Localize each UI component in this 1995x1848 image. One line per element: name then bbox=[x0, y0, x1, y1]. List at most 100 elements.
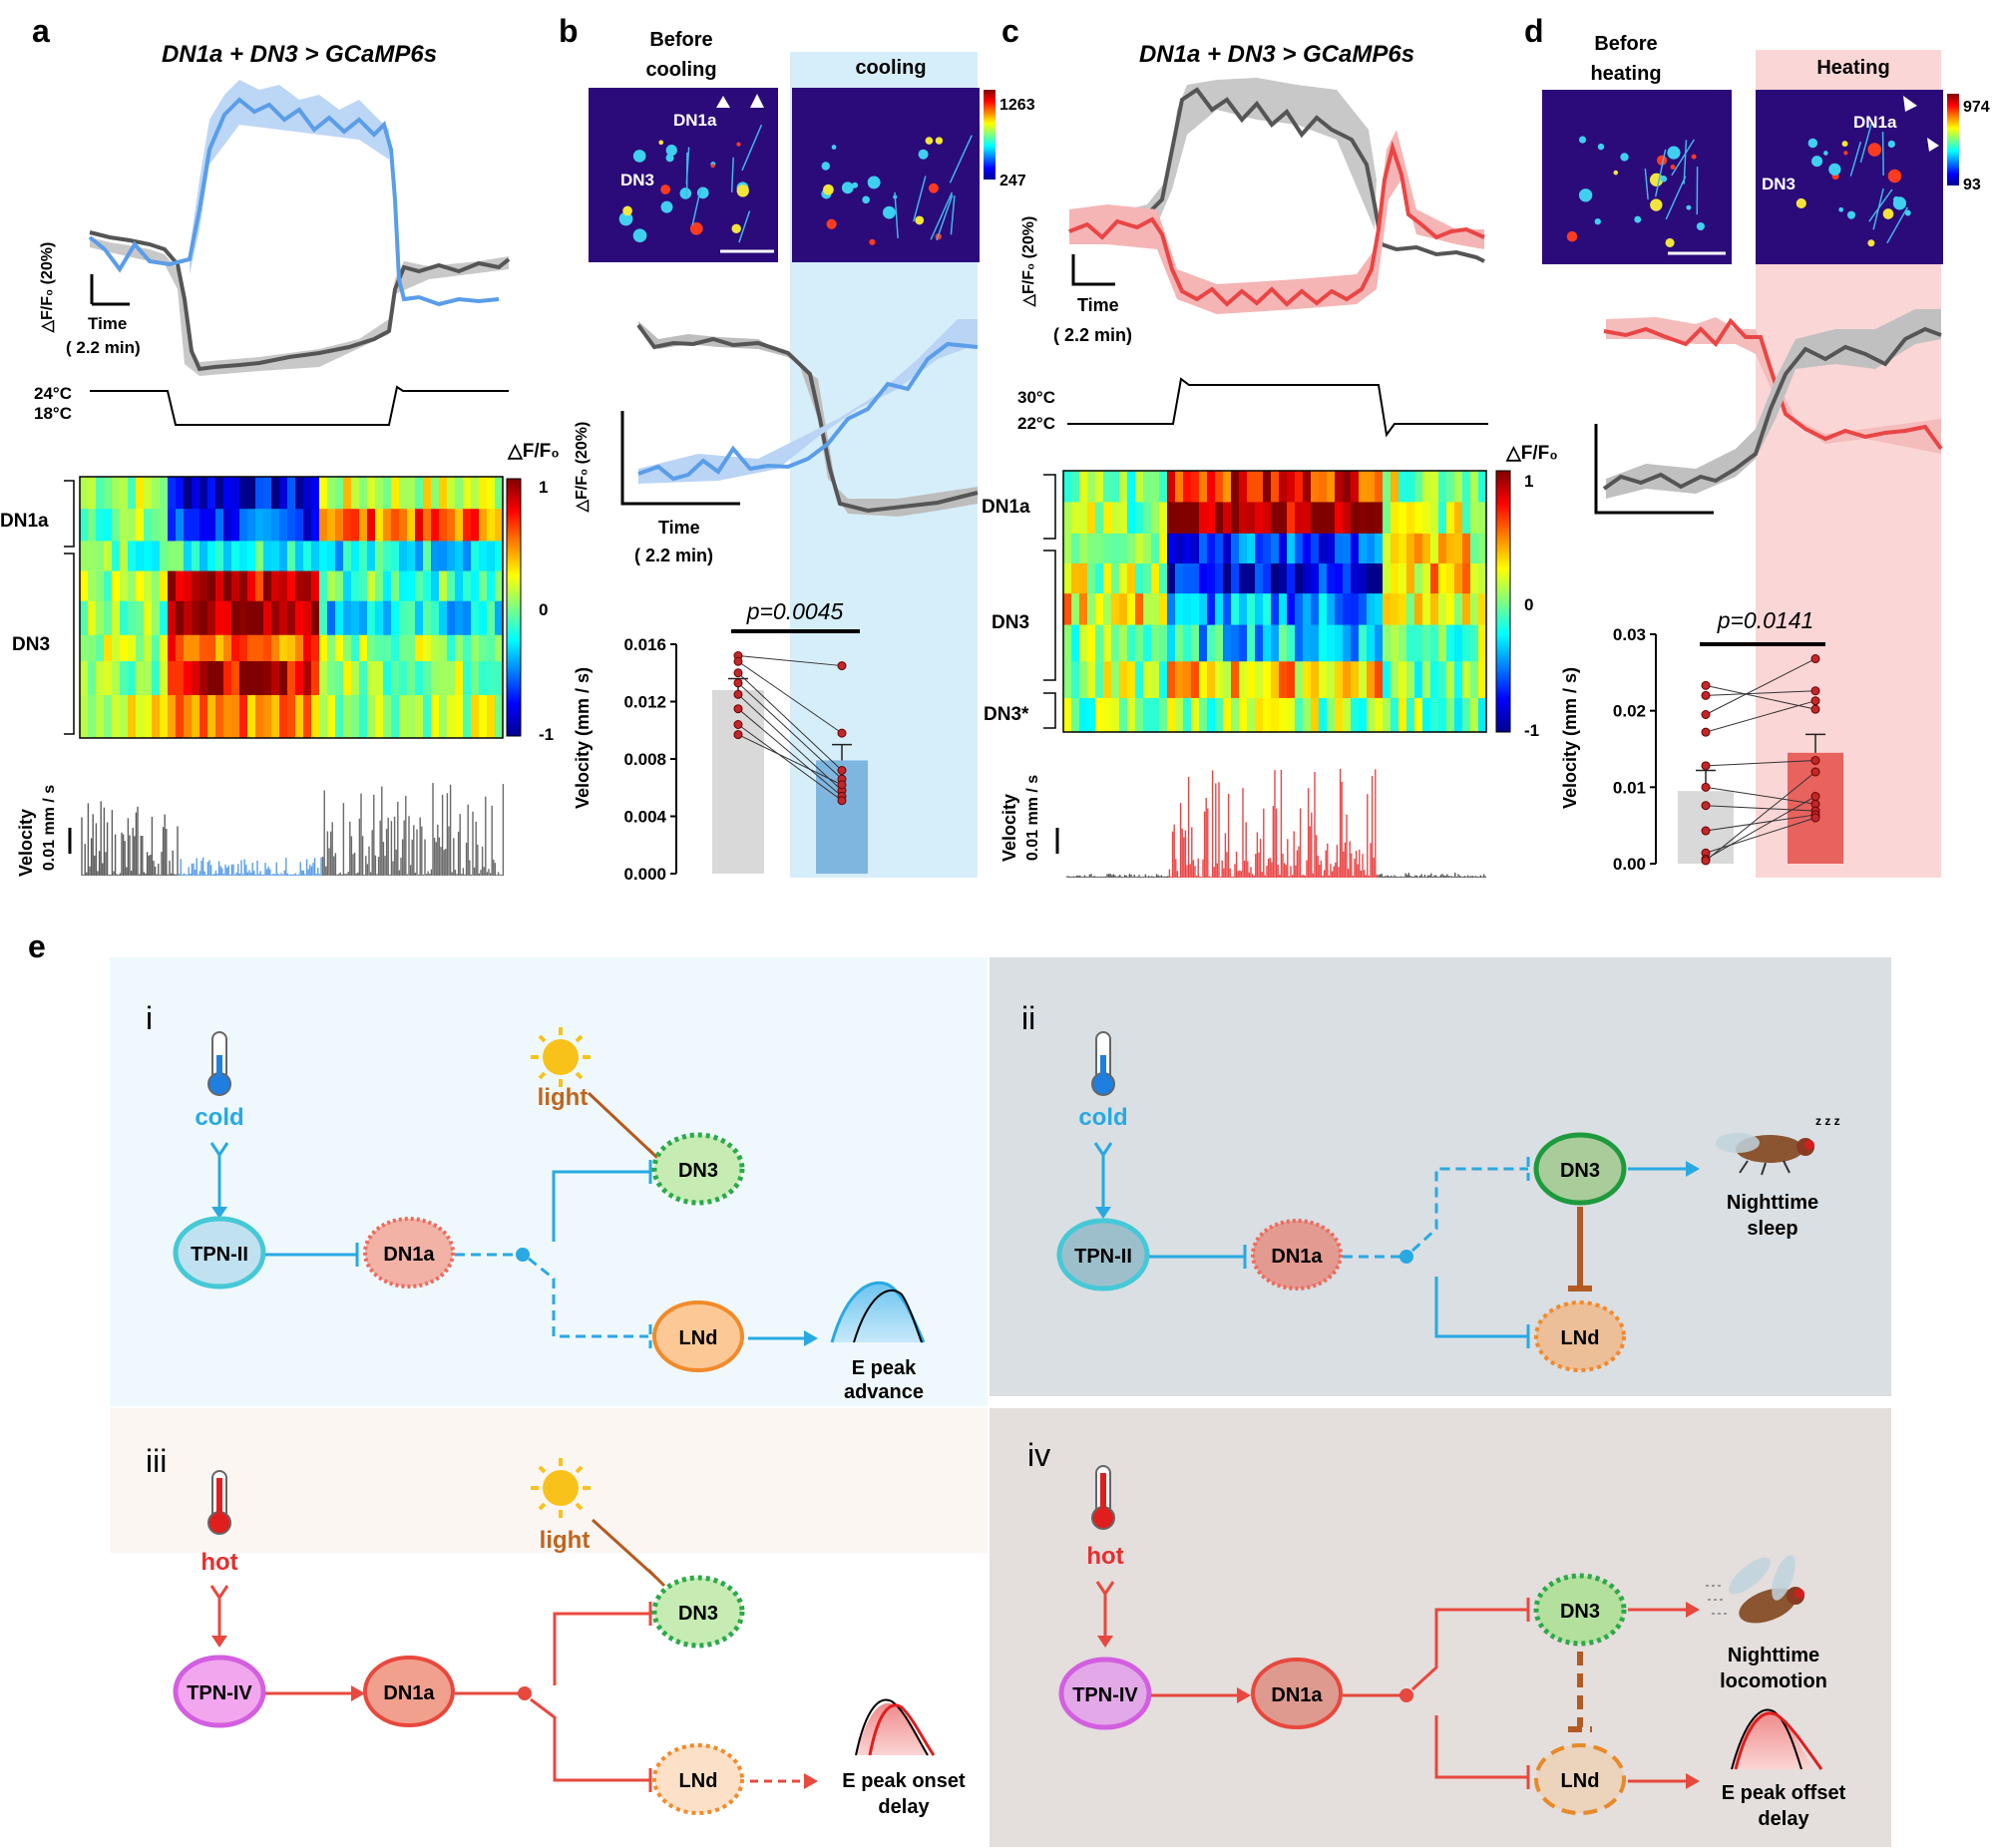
heatmap-c-cell bbox=[1159, 661, 1168, 699]
heatmap-a-cell bbox=[136, 600, 145, 636]
heatmap-a-cell bbox=[367, 509, 376, 543]
heatmap-a-cell bbox=[287, 660, 296, 696]
panel-d-image-heating bbox=[1756, 90, 1943, 264]
sub-i-dn1a-label: DN1a bbox=[383, 1244, 435, 1266]
heatmap-c-cell bbox=[1071, 533, 1080, 564]
heatmap-c-cell bbox=[1079, 624, 1088, 662]
heatmap-c-cell bbox=[1135, 661, 1144, 699]
imaging-cell bbox=[918, 149, 929, 160]
heatmap-c-cell bbox=[1327, 593, 1336, 626]
imaging-cell bbox=[660, 200, 673, 213]
heatmap-c-cell bbox=[1478, 593, 1487, 626]
heatmap-c-cell bbox=[1135, 563, 1144, 594]
heatmap-c-cell bbox=[1438, 593, 1447, 626]
panel-c-bracket-dn3 bbox=[1043, 550, 1056, 681]
heatmap-a-cell bbox=[391, 570, 400, 602]
imaging-cell bbox=[867, 176, 881, 189]
panel-a-temp-high: 24°C bbox=[34, 384, 72, 403]
heatmap-a-cell bbox=[112, 477, 121, 510]
heatmap-c-cell bbox=[1247, 563, 1256, 594]
heatmap-c-cell bbox=[1207, 593, 1216, 626]
heatmap-c-cell bbox=[1119, 533, 1128, 564]
heatmap-a-cell bbox=[319, 477, 328, 510]
heatmap-c-cell bbox=[1454, 533, 1463, 564]
heatmap-a-cell bbox=[463, 570, 472, 602]
paired-line bbox=[1705, 690, 1816, 696]
subpanel-i: i cold light TPN-II DN1a DN3 LNd bbox=[146, 1000, 926, 1403]
heatmap-a-cell bbox=[80, 477, 89, 510]
paired-line bbox=[1705, 684, 1816, 710]
heatmap-c-cell bbox=[1135, 593, 1144, 626]
heatmap-c-cell bbox=[1255, 697, 1264, 733]
heatmap-a-cell bbox=[112, 509, 121, 543]
heatmap-a-cell bbox=[359, 634, 368, 662]
heatmap-c-cell bbox=[1079, 533, 1088, 564]
panel-d-bar-chart: 0.03 0.02 0.01 0.00 bbox=[1613, 625, 1843, 874]
heatmap-a-cell bbox=[431, 634, 440, 662]
panel-a-row-dn3: DN3 bbox=[12, 634, 50, 655]
heatmap-c-cell bbox=[1103, 563, 1112, 594]
heatmap-a-cell bbox=[207, 477, 216, 510]
heatmap-c-cell bbox=[1223, 471, 1232, 504]
heatmap-a-cell bbox=[128, 541, 137, 572]
sub-i-junction bbox=[516, 1248, 530, 1262]
heatmap-a-cell bbox=[287, 477, 296, 510]
heatmap-a-cell bbox=[120, 541, 129, 572]
heatmap-a-cell bbox=[415, 634, 424, 662]
heatmap-c-cell bbox=[1398, 624, 1407, 662]
heatmap-c-cell bbox=[1375, 624, 1384, 662]
heatmap-c-cell bbox=[1199, 502, 1208, 535]
sub-iv-thermometer-icon bbox=[1091, 1465, 1115, 1530]
heatmap-a-cell bbox=[207, 600, 216, 636]
sub-iv-flying-fly-icon bbox=[1706, 1555, 1804, 1624]
heatmap-c-cell bbox=[1470, 697, 1479, 733]
heatmap-a-cell bbox=[311, 660, 320, 696]
heatmap-c-cell bbox=[1367, 471, 1376, 504]
heatmap-c-cell bbox=[1383, 533, 1392, 564]
heatmap-c-cell bbox=[1398, 697, 1407, 733]
heatmap-c-cell bbox=[1135, 697, 1144, 733]
imaging-cell bbox=[1594, 217, 1601, 225]
heatmap-c-cell bbox=[1343, 697, 1352, 733]
heatmap-c-cell bbox=[1151, 661, 1160, 699]
heatmap-a-cell bbox=[128, 477, 137, 510]
heatmap-c-cell bbox=[1111, 563, 1120, 594]
heatmap-a-cell bbox=[271, 634, 280, 662]
heatmap-a-cell bbox=[303, 570, 312, 602]
heatmap-a-cell bbox=[80, 570, 89, 602]
heatmap-a-cell bbox=[415, 695, 424, 738]
heatmap-a-cell bbox=[215, 570, 224, 602]
heatmap-a-cell bbox=[160, 541, 169, 572]
imaging-cell bbox=[1578, 188, 1593, 202]
heatmap-a-cell bbox=[255, 634, 264, 662]
imaging-cell bbox=[658, 140, 664, 146]
sub-iv-background bbox=[990, 1408, 1891, 1847]
heatmap-a-cell bbox=[184, 600, 193, 636]
heatmap-a-cell bbox=[407, 634, 416, 662]
heatmap-c-cell bbox=[1095, 697, 1104, 733]
heatmap-c-cell bbox=[1406, 697, 1415, 733]
heatmap-a-cell bbox=[88, 634, 97, 662]
heatmap-a-cell bbox=[303, 695, 312, 738]
heatmap-a-cell bbox=[343, 570, 352, 602]
imaging-cell bbox=[618, 211, 633, 226]
panel-b-cells bbox=[618, 124, 973, 245]
heatmap-a-cell bbox=[104, 509, 113, 543]
heatmap-c-cell bbox=[1319, 533, 1328, 564]
heatmap-a-cell bbox=[463, 660, 472, 696]
panel-d-scalebar bbox=[1594, 424, 1714, 515]
heatmap-c-cell bbox=[1295, 471, 1304, 504]
heatmap-c-cell bbox=[1279, 624, 1288, 662]
heatmap-a-cell bbox=[487, 634, 496, 662]
panel-d-gray-trace bbox=[1602, 326, 1942, 491]
heatmap-c-cell bbox=[1127, 697, 1136, 733]
heatmap-c-cell bbox=[1430, 624, 1439, 662]
paired-line bbox=[737, 693, 843, 791]
heatmap-c-cell bbox=[1255, 471, 1264, 504]
heatmap-a-cell bbox=[343, 600, 352, 636]
heatmap-c-cell bbox=[1327, 563, 1336, 594]
heatmap-c-cell bbox=[1255, 533, 1264, 564]
heatmap-a-cell bbox=[375, 477, 384, 510]
imaging-process bbox=[685, 147, 690, 185]
